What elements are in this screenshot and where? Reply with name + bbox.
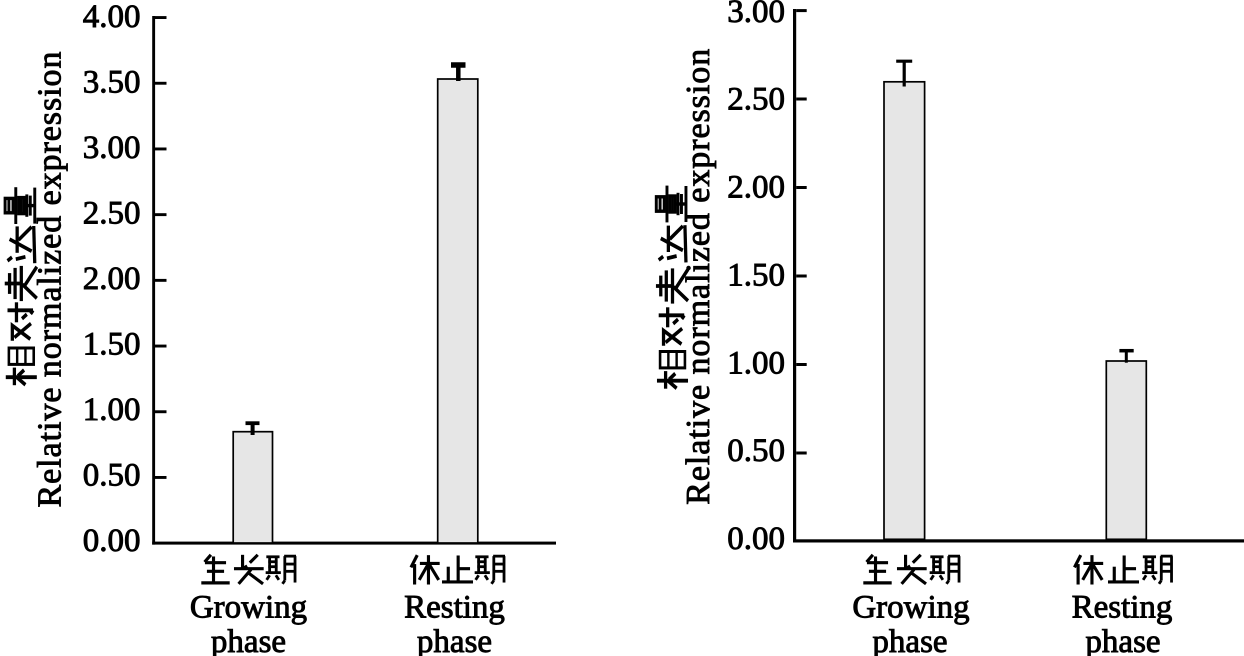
svg-text:phase: phase: [417, 624, 492, 656]
svg-text:2.00: 2.00: [727, 170, 785, 206]
svg-text:1.00: 1.00: [727, 345, 785, 381]
svg-text:2.50: 2.50: [83, 195, 141, 231]
svg-text:Growing: Growing: [852, 590, 969, 626]
svg-text:phase: phase: [211, 624, 286, 656]
svg-text:phase: phase: [872, 624, 947, 656]
svg-text:3.50: 3.50: [83, 64, 141, 100]
svg-text:4.00: 4.00: [83, 0, 141, 35]
svg-text:3.00: 3.00: [83, 130, 141, 166]
svg-text:Resting: Resting: [404, 590, 505, 626]
svg-text:0.00: 0.00: [727, 521, 785, 557]
svg-text:phase: phase: [1085, 624, 1160, 656]
svg-text:Growing: Growing: [190, 590, 307, 626]
svg-text:2.00: 2.00: [83, 261, 141, 297]
svg-text:2.50: 2.50: [727, 82, 785, 118]
svg-text:3.00: 3.00: [727, 0, 785, 30]
svg-text:0.00: 0.00: [83, 523, 141, 559]
svg-text:1.50: 1.50: [727, 258, 785, 294]
svg-text:0.50: 0.50: [727, 433, 785, 469]
svg-text:Relative normalized expression: Relative normalized expression: [680, 49, 717, 505]
svg-text:1.50: 1.50: [83, 326, 141, 362]
svg-text:0.50: 0.50: [83, 457, 141, 493]
svg-text:1.00: 1.00: [83, 392, 141, 428]
svg-text:Resting: Resting: [1072, 590, 1173, 626]
svg-text:Relative normalized expression: Relative normalized expression: [32, 52, 69, 508]
